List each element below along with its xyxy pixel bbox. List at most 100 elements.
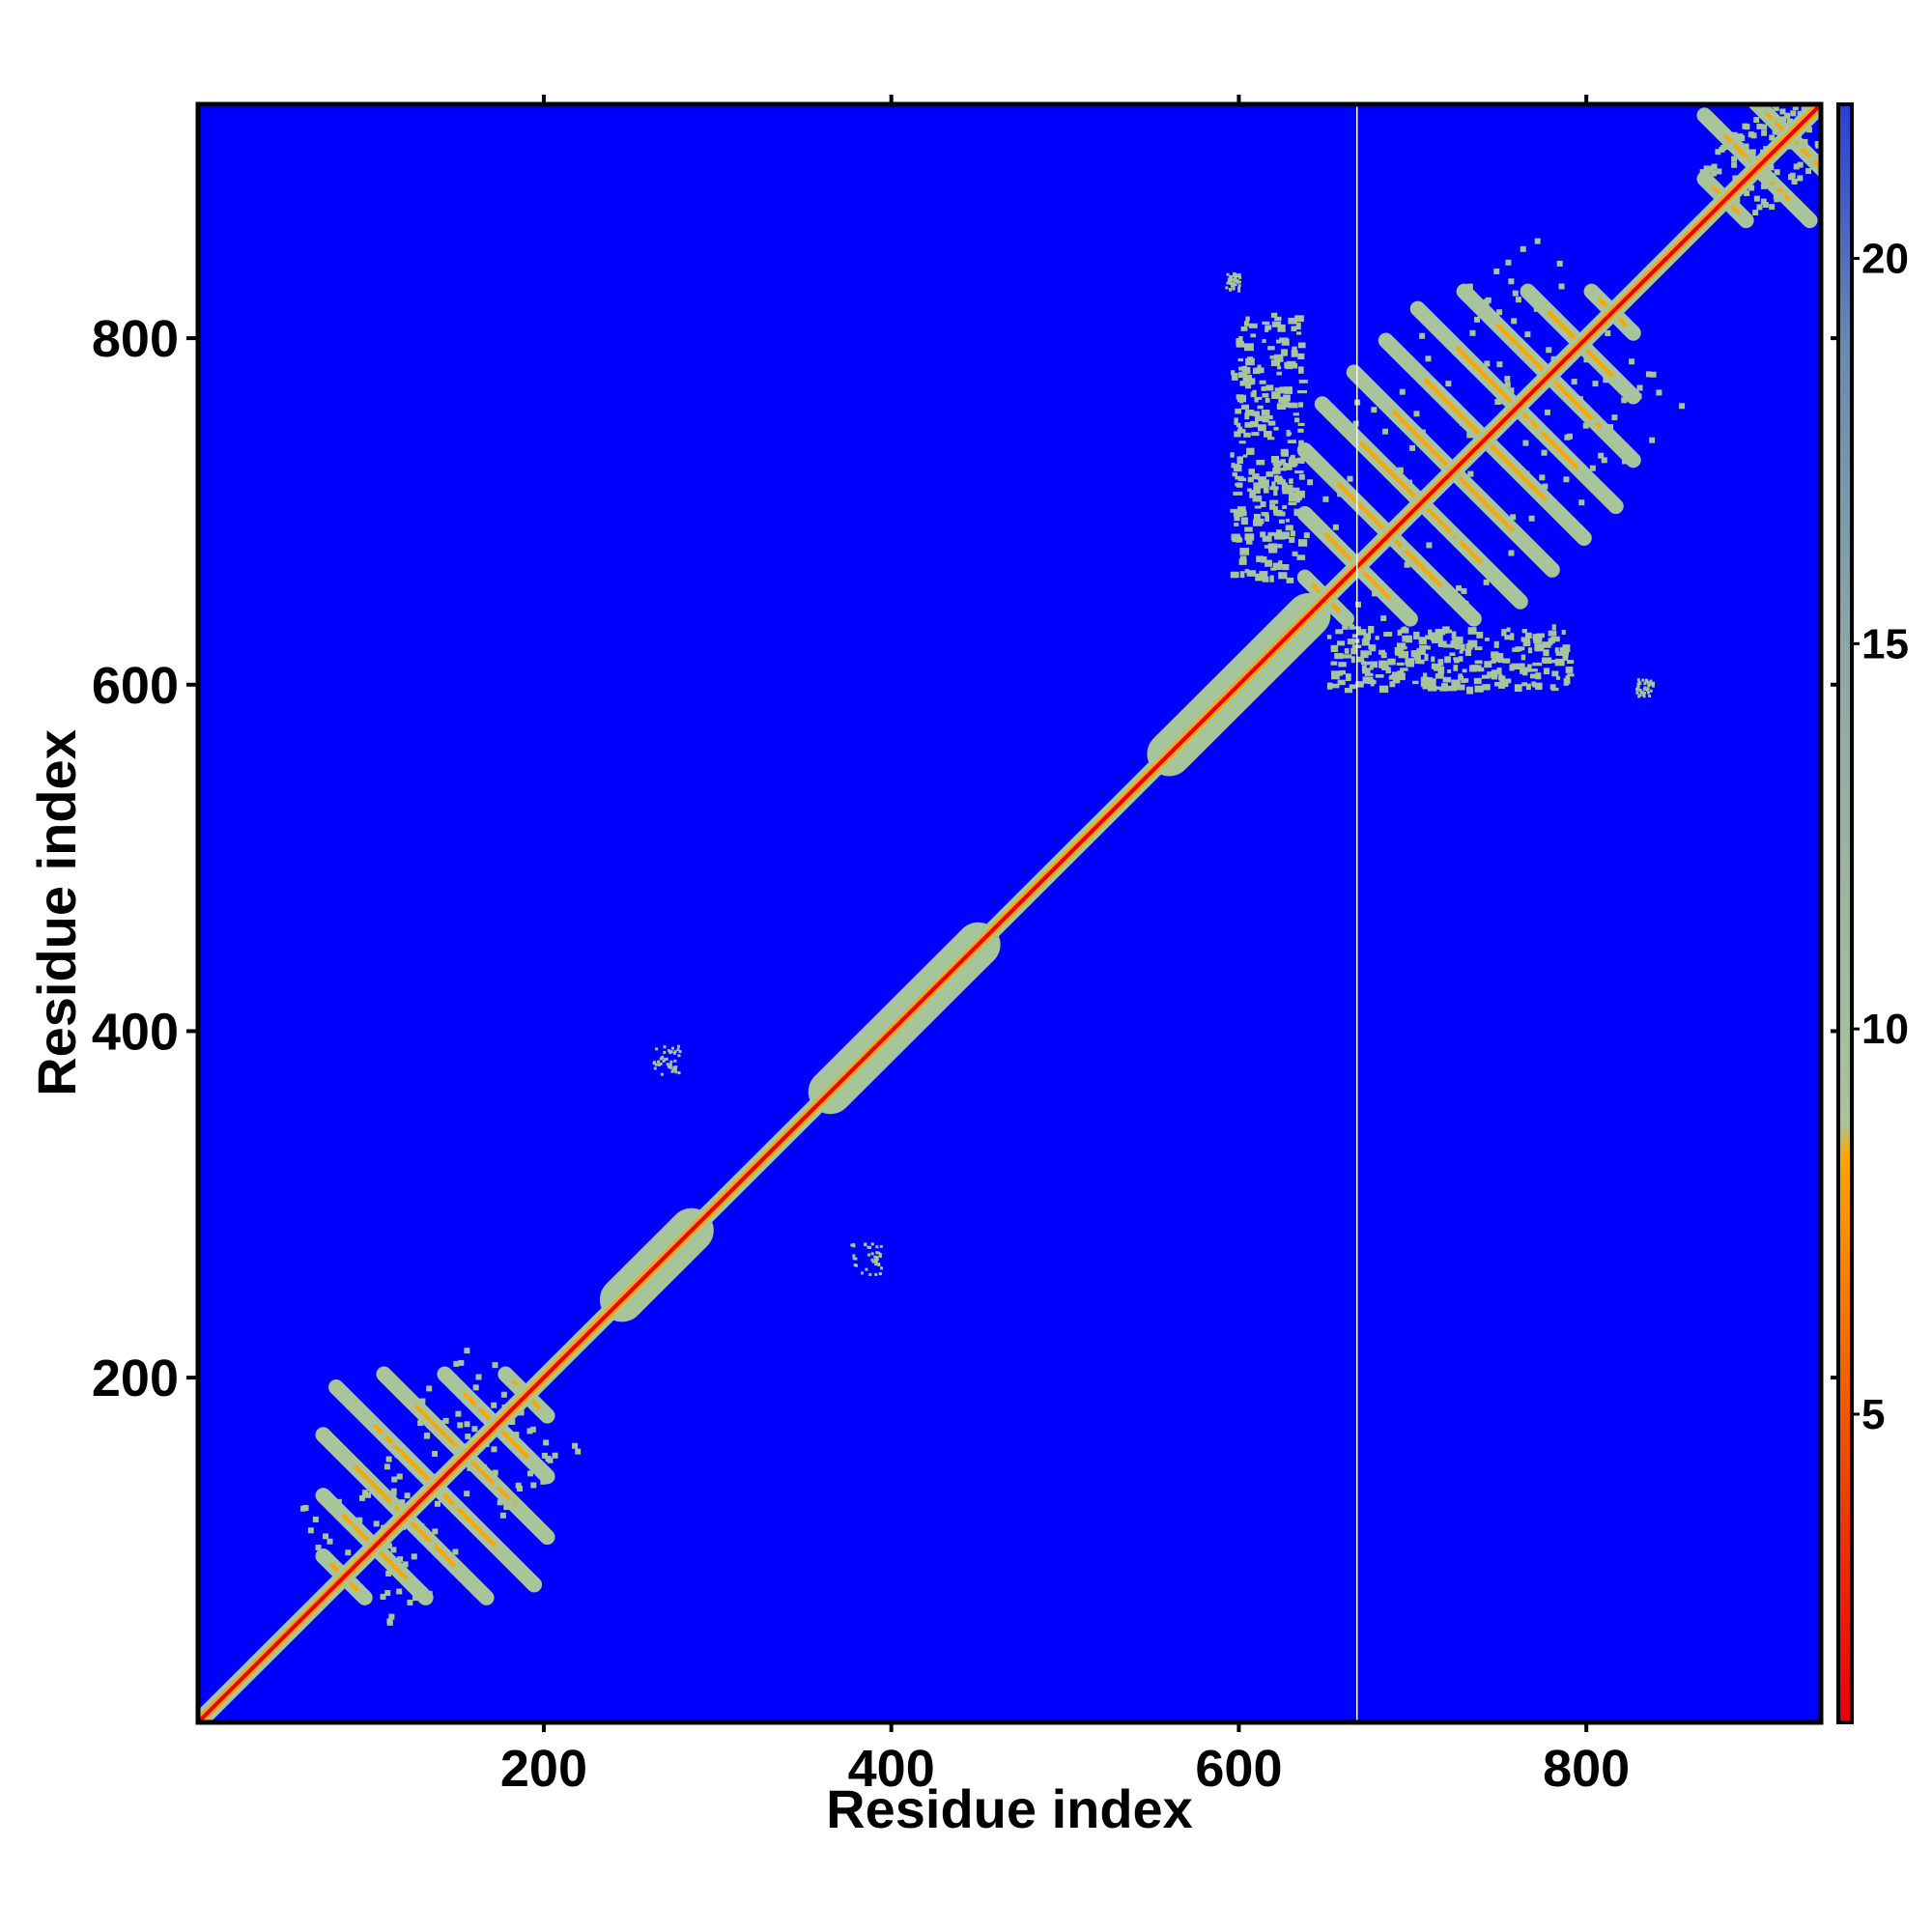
- contact-dot-N-domain: [312, 1516, 319, 1522]
- contact-patch-row-600-630: [1454, 636, 1463, 644]
- contact-patch-column-600-630: [1247, 488, 1252, 492]
- contact-patch-column-600-630: [1236, 338, 1243, 346]
- contact-patch-column-600-630: [1261, 385, 1266, 391]
- contact-patch-column-600-630: [1250, 333, 1257, 338]
- contact-dot-tail-900: [1713, 182, 1719, 188]
- contact-dot-N-domain: [462, 1397, 469, 1404]
- contact-spot-spot-265-385: [673, 1067, 677, 1071]
- contact-dot-N-domain: [438, 1490, 444, 1496]
- contact-spot-spot-597-833: [1237, 280, 1241, 284]
- contact-patch-column-600-630: [1267, 543, 1278, 552]
- contact-patch-row-600-630: [1476, 665, 1482, 671]
- contact-patch-column-600-630: [1292, 551, 1298, 556]
- contact-patch-row-600-630: [1360, 660, 1366, 666]
- contact-patch-column-600-630: [1237, 426, 1243, 430]
- contact-dot-tail-900: [1758, 107, 1765, 114]
- contact-patch-row-600-630: [1361, 638, 1370, 646]
- contact-dot-N-domain: [453, 1502, 460, 1509]
- contact-patch-column-600-630: [1253, 482, 1263, 489]
- contact-dot-tail-900: [1750, 132, 1757, 139]
- contact-dot-C-domain: [1451, 529, 1458, 536]
- contact-dot-tail-900: [1786, 118, 1793, 125]
- contact-patch-row-600-630: [1455, 642, 1461, 650]
- contact-patch-row-600-630: [1397, 672, 1406, 681]
- contact-dot-tail-900: [1778, 192, 1785, 199]
- contact-patch-column-600-630: [1253, 513, 1261, 522]
- contact-spot-spot-265-385: [676, 1048, 680, 1052]
- contact-patch-row-600-630: [1520, 667, 1528, 674]
- contact-patch-column-600-630: [1278, 396, 1287, 404]
- contact-dot-N-domain: [356, 1517, 363, 1523]
- contact-dot-tail-900: [1764, 106, 1771, 113]
- contact-patch-row-600-630: [1445, 629, 1453, 634]
- contact-dot-C-domain: [1556, 260, 1563, 267]
- contact-dot-N-domain: [402, 1561, 409, 1568]
- contact-patch-row-600-630: [1520, 637, 1530, 642]
- contact-patch-row-600-630: [1504, 635, 1515, 640]
- contact-patch-row-600-630: [1364, 672, 1374, 676]
- contact-patch-row-600-630: [1447, 668, 1452, 673]
- contact-dot-tail-900: [1744, 124, 1750, 130]
- contact-dot-tail-900: [1778, 84, 1784, 90]
- contact-patch-column-600-630: [1240, 517, 1248, 526]
- colorbar-ticks: 5 10 15 20: [1852, 236, 1909, 1438]
- contact-dot-N-domain: [475, 1374, 482, 1380]
- contact-dot-N-domain: [541, 1452, 548, 1459]
- contact-spot-spot-265-385: [663, 1051, 667, 1055]
- contact-dot-C-domain: [1523, 470, 1530, 477]
- contact-dot-C-domain: [1483, 579, 1490, 585]
- contact-spot-spot-265-385: [673, 1059, 677, 1063]
- contact-patch-column-600-630: [1282, 491, 1291, 495]
- contact-patch-column-600-630: [1270, 312, 1278, 318]
- contact-dot-N-domain: [491, 1446, 497, 1453]
- contact-patch-column-600-630: [1288, 496, 1297, 502]
- contact-spot-spot-265-385: [669, 1060, 673, 1064]
- contact-patch-column-600-630: [1285, 519, 1290, 523]
- contact-patch-column-600-630: [1278, 560, 1283, 568]
- contact-patch-column-600-630: [1288, 458, 1298, 467]
- contact-dot-C-domain: [1466, 283, 1473, 290]
- x-tick-label: 800: [1543, 1740, 1630, 1798]
- contact-dot-tail-900: [1793, 163, 1800, 170]
- contact-dot-C-domain: [1611, 414, 1618, 421]
- contact-patch-column-600-630: [1262, 576, 1269, 582]
- contact-spot-spot-597-833: [1237, 284, 1241, 288]
- contact-patch-row-600-630: [1497, 683, 1504, 687]
- contact-dot-N-domain: [323, 1499, 329, 1506]
- contact-dot-C-domain: [1515, 297, 1521, 303]
- contact-patch-column-600-630: [1231, 372, 1238, 381]
- contact-patch-column-600-630: [1233, 491, 1243, 496]
- contact-dot-C-domain: [1511, 344, 1518, 351]
- contact-patch-row-600-630: [1451, 631, 1457, 639]
- contact-spot-spot-265-385: [668, 1063, 672, 1066]
- contact-dot-N-domain: [404, 1492, 411, 1499]
- contact-patch-row-600-630: [1490, 660, 1496, 664]
- contact-patch-row-600-630: [1493, 640, 1499, 648]
- contact-patch-row-600-630: [1536, 633, 1545, 639]
- contact-dot-tail-900: [1812, 154, 1819, 160]
- contact-dot-C-domain: [1533, 305, 1540, 312]
- contact-dot-N-domain: [513, 1432, 520, 1438]
- contact-patch-row-600-630: [1428, 685, 1437, 692]
- contact-dot-N-domain: [516, 1486, 523, 1492]
- contact-dot-tail-900: [1711, 170, 1718, 177]
- contact-patch-column-600-630: [1297, 539, 1308, 547]
- contact-dot-N-domain: [384, 1463, 390, 1470]
- contact-dot-tail-900: [1780, 116, 1787, 123]
- contact-spot-spot-833-597: [1635, 691, 1639, 695]
- contact-patch-column-600-630: [1272, 460, 1283, 467]
- contact-patch-row-600-630: [1363, 633, 1372, 640]
- contact-patch-row-600-630: [1514, 684, 1522, 693]
- contact-spot-spot-833-597: [1635, 687, 1639, 691]
- contact-dot-N-domain: [373, 1520, 380, 1527]
- contact-dot-N-domain: [315, 1544, 322, 1550]
- contact-patch-row-600-630: [1484, 638, 1490, 641]
- contact-patch-row-600-630: [1474, 685, 1484, 693]
- contact-patch-column-600-630: [1293, 412, 1299, 416]
- contact-spot-spot-385-265: [874, 1260, 878, 1264]
- contact-dot-tail-900: [1790, 110, 1797, 117]
- contact-patch-column-600-630: [1244, 569, 1250, 574]
- contact-patch-column-600-630: [1282, 504, 1288, 509]
- contact-spot-spot-597-833: [1232, 287, 1236, 291]
- contact-dot-C-domain: [1426, 542, 1433, 549]
